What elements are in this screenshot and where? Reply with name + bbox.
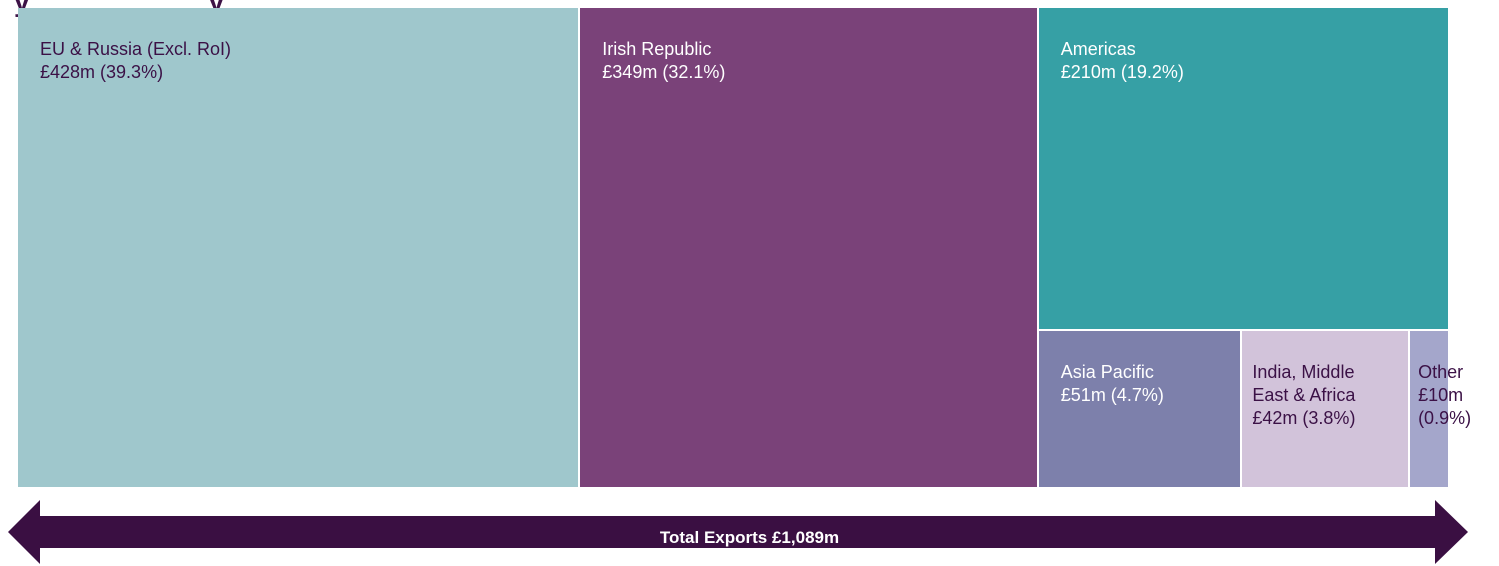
tile-eu-russia: EU & Russia (Excl. RoI) £428m (39.3%) (18, 8, 579, 487)
tile-label-india-middle-east-africa: India, Middle East & Africa £42m (3.8%) (1252, 361, 1356, 428)
tile-asia-pacific: Asia Pacific £51m (4.7%) (1038, 330, 1241, 487)
double-arrow-shape (8, 500, 1468, 564)
tile-irish-republic: Irish Republic £349m (32.1%) (580, 8, 1037, 487)
total-exports-label: Total Exports £1,089m (659, 528, 840, 547)
tile-other: Other £10m (0.9%) (1410, 330, 1471, 487)
tile-label-asia-pacific: Asia Pacific £51m (4.7%) (1060, 361, 1164, 405)
tile-label-other: Other £10m (0.9%) (1418, 361, 1472, 428)
total-exports-arrow (8, 500, 1468, 564)
tile-label-irish-republic: Irish Republic £349m (32.1%) (602, 39, 726, 82)
tile-label-eu-russia: EU & Russia (Excl. RoI) £428m (39.3%) (40, 39, 232, 82)
tile-americas: Americas £210m (19.2%) (1038, 8, 1448, 329)
tile-india-middle-east-africa: India, Middle East & Africa £42m (3.8%) (1242, 330, 1409, 487)
tile-label-americas: Americas £210m (19.2%) (1060, 39, 1184, 82)
